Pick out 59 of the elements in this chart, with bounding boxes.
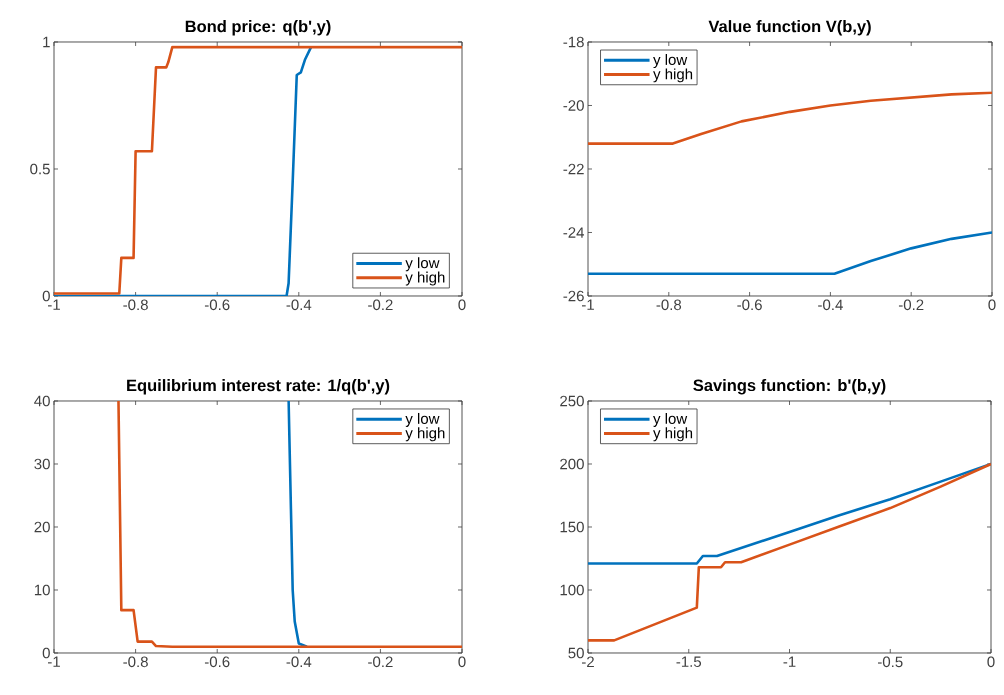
y-tick-label: -26	[563, 290, 584, 302]
y-tick-label: -20	[563, 100, 584, 111]
x-tick-label: -0.8	[656, 299, 682, 311]
chart-title: Bond price: q(b',y)	[185, 20, 331, 36]
x-tick-label: -0.8	[123, 656, 148, 668]
y-tick-label: -24	[563, 227, 585, 238]
y-tick-label: 250	[560, 395, 584, 407]
x-tick-label: 0	[458, 299, 466, 311]
y-tick-label: 150	[560, 521, 584, 533]
x-tick-label: -0.2	[368, 299, 393, 311]
x-tick-label: 0	[987, 656, 995, 668]
legend-label: y high	[653, 68, 693, 83]
legend-label: y low	[405, 257, 440, 272]
y-tick-label: 20	[34, 521, 50, 533]
line-series	[588, 231, 992, 276]
x-tick-label: -0.4	[286, 299, 312, 311]
x-tick-label: -0.6	[737, 299, 762, 311]
legend-label: y low	[405, 412, 440, 427]
x-tick-label: -0.8	[123, 299, 148, 311]
y-tick-label: 200	[560, 458, 584, 470]
x-tick-label: -1.5	[676, 656, 702, 667]
x-tick-label: -0.6	[204, 656, 230, 668]
chart-title: Savings function: b'(b,y)	[693, 379, 886, 395]
y-tick-label: -22	[563, 163, 584, 175]
y-tick-label: 1	[43, 36, 50, 48]
x-tick-label: 0	[988, 299, 996, 311]
line-series	[54, 45, 313, 296]
y-tick-label: 100	[560, 584, 584, 596]
x-tick-label: -0.6	[204, 299, 230, 311]
y-tick-label: 0.5	[30, 163, 50, 175]
chart-title: Equilibrium interest rate: 1/q(b',y)	[127, 379, 390, 395]
legend-label: y low	[653, 54, 688, 68]
x-tick-label: -0.4	[286, 656, 312, 668]
chart-title: Value function V(b,y)	[708, 20, 871, 36]
x-tick-label: -1	[783, 656, 796, 667]
y-tick-label: 40	[34, 395, 50, 407]
y-tick-label: 10	[34, 584, 50, 596]
legend-label: y high	[653, 427, 693, 442]
line-series	[117, 401, 462, 648]
line-series	[54, 45, 462, 295]
x-tick-label: -1	[48, 299, 60, 310]
line-series	[588, 462, 991, 642]
y-tick-label: 30	[34, 458, 50, 470]
y-tick-label: 50	[568, 647, 584, 659]
x-tick-label: -0.5	[877, 656, 903, 668]
x-tick-label: -0.4	[818, 299, 843, 311]
x-tick-label: -2	[582, 656, 594, 667]
line-series	[588, 462, 991, 565]
x-tick-label: -0.2	[898, 299, 924, 311]
x-tick-label: -0.2	[368, 656, 393, 668]
legend-label: y high	[405, 427, 445, 442]
y-tick-label: 0	[42, 647, 50, 659]
y-tick-label: 0	[42, 290, 50, 302]
x-tick-label: 0	[458, 656, 466, 668]
y-tick-label: -18	[563, 36, 584, 48]
x-tick-label: -1	[581, 299, 594, 310]
x-tick-label: -1	[48, 656, 60, 667]
legend-label: y high	[405, 271, 445, 286]
legend-label: y low	[653, 412, 688, 427]
